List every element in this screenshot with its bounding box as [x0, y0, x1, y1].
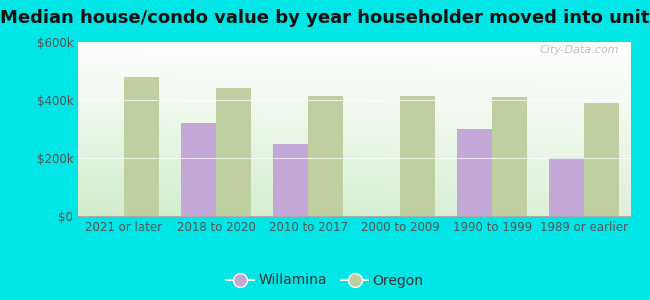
Bar — [181, 123, 216, 216]
Bar — [584, 103, 619, 216]
Bar — [273, 143, 308, 216]
Legend: Willamina, Oregon: Willamina, Oregon — [221, 268, 429, 293]
Bar — [458, 129, 493, 216]
Bar — [124, 77, 159, 216]
Text: Median house/condo value by year householder moved into unit: Median house/condo value by year househo… — [0, 9, 650, 27]
Bar — [400, 96, 436, 216]
Text: City-Data.com: City-Data.com — [540, 46, 619, 56]
Bar — [493, 97, 527, 216]
Bar — [549, 158, 584, 216]
Bar — [308, 96, 343, 216]
Bar — [216, 88, 251, 216]
